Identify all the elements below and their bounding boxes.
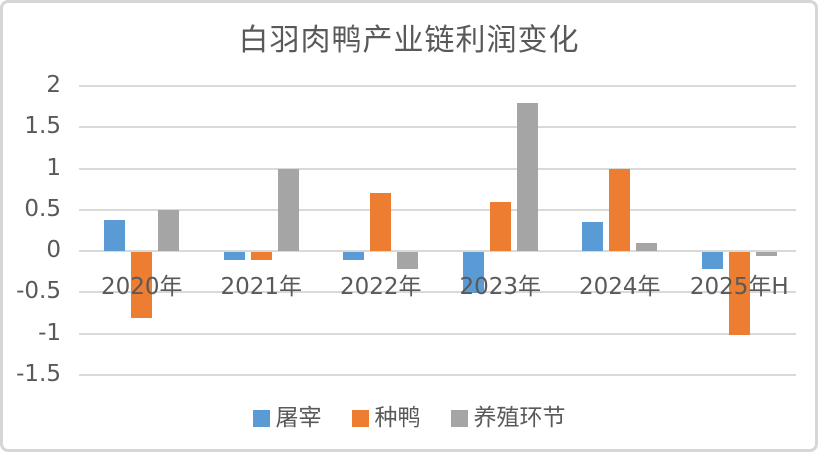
bar-farming-segment — [516, 102, 538, 252]
bar-breeder-duck — [370, 193, 392, 252]
bar-slaughter — [343, 252, 365, 261]
x-axis-label: 2025年H — [689, 274, 789, 301]
bar-breeder-duck — [489, 201, 511, 252]
bar-farming-segment — [755, 252, 777, 257]
y-axis-tick-label: -0.5 — [16, 278, 61, 305]
gridline — [79, 85, 796, 87]
bar-slaughter — [104, 219, 126, 252]
y-axis-tick-label: 2 — [46, 72, 61, 98]
y-axis-tick-label: 1 — [46, 154, 61, 181]
legend-label: 种鸭 — [374, 405, 421, 431]
legend-label: 屠宰 — [275, 405, 322, 431]
y-axis-tick-label: -1 — [38, 319, 61, 346]
gridline — [79, 250, 796, 253]
bar-slaughter — [582, 222, 604, 252]
legend-item: 种鸭 — [351, 405, 421, 431]
gridline — [79, 291, 796, 294]
bar-slaughter — [701, 252, 723, 269]
x-axis-label: 2024年 — [578, 274, 661, 301]
legend-marker-icon — [351, 409, 369, 427]
gridline — [79, 126, 796, 129]
gridline — [79, 167, 796, 170]
bar-farming-segment — [277, 168, 299, 252]
x-axis-label: 2022年 — [339, 274, 422, 301]
y-axis-tick-label: 1.5 — [24, 113, 61, 140]
bar-farming-segment — [397, 252, 419, 269]
x-axis-label: 2020年 — [100, 274, 183, 301]
chart-title: 白羽肉鸭产业链利润变化 — [238, 23, 580, 58]
y-axis-tick-label: -1.5 — [16, 361, 61, 387]
legend-label: 养殖环节 — [473, 405, 566, 431]
bar-breeder-duck — [250, 252, 272, 261]
bar-breeder-duck — [131, 252, 153, 319]
legend-marker-icon — [252, 409, 270, 427]
gridline — [79, 332, 796, 335]
y-axis-tick-label: 0.5 — [24, 195, 61, 222]
bar-farming-segment — [636, 242, 658, 252]
legend-item: 养殖环节 — [450, 405, 566, 431]
legend-item: 屠宰 — [252, 405, 322, 431]
y-axis-tick-label: 0 — [46, 237, 61, 264]
legend: 屠宰 种鸭 养殖环节 — [3, 406, 815, 430]
gridline — [79, 208, 796, 211]
bar-breeder-duck — [609, 168, 631, 252]
bar-slaughter — [462, 252, 484, 294]
bar-breeder-duck — [728, 252, 750, 335]
gridline — [79, 374, 796, 376]
x-axis-label: 2023年 — [459, 274, 542, 301]
bar-farming-segment — [158, 209, 180, 252]
legend-marker-icon — [450, 409, 468, 427]
x-axis-label: 2021年 — [220, 274, 303, 301]
bar-slaughter — [223, 252, 245, 261]
